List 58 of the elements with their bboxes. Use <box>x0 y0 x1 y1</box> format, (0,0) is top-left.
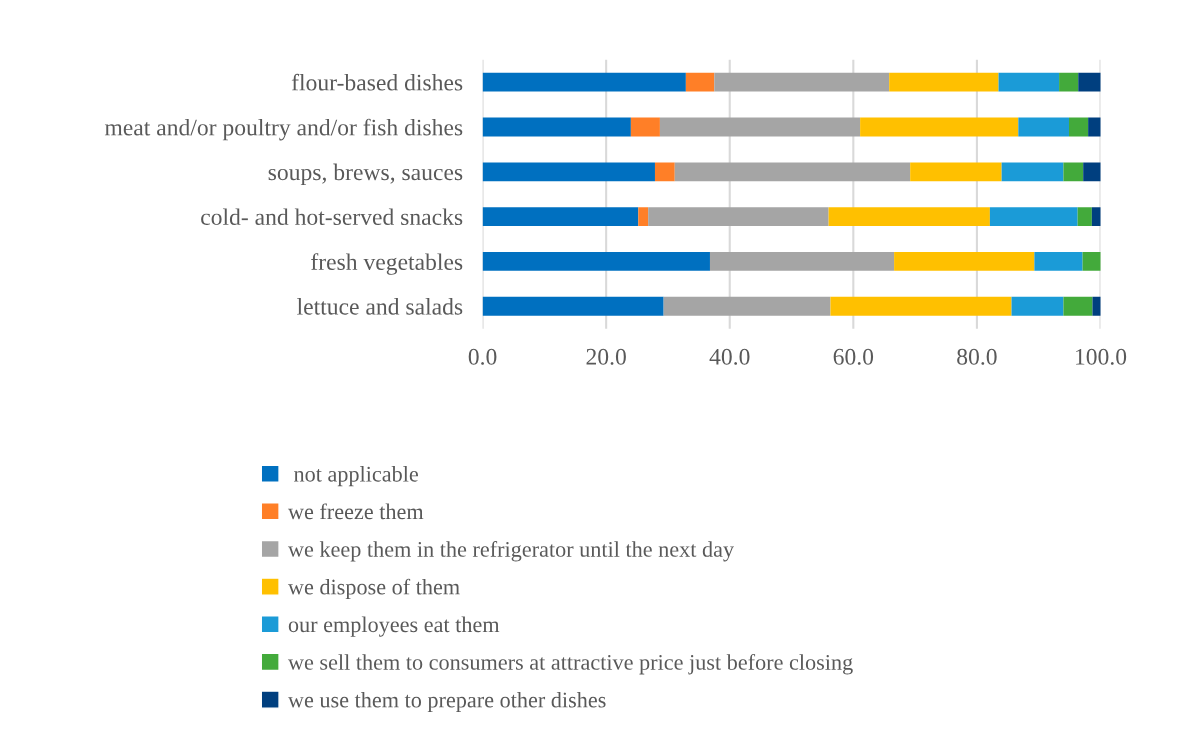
bar <box>828 207 990 227</box>
bar <box>638 207 649 227</box>
bar <box>1034 252 1083 271</box>
bar <box>894 252 1035 271</box>
bar <box>1091 207 1101 227</box>
bar <box>482 296 664 316</box>
bar <box>1063 296 1093 316</box>
x-tick-label: 0.0 <box>468 348 497 365</box>
bar <box>659 117 861 137</box>
bar <box>1059 72 1079 92</box>
y-tick-label: flour-based dishes <box>291 73 463 91</box>
bar <box>482 72 686 92</box>
x-tick-label: 20.0 <box>586 348 626 365</box>
bar <box>630 117 660 137</box>
bar <box>910 162 1002 182</box>
bar <box>1063 162 1084 182</box>
bar <box>1011 296 1064 316</box>
bar <box>889 72 999 92</box>
bar <box>860 117 1019 137</box>
legend-label: not applicable <box>294 465 418 487</box>
bar <box>654 162 675 182</box>
bar <box>482 207 639 227</box>
bar <box>482 252 710 271</box>
bar <box>482 162 655 182</box>
y-tick-label: lettuce and salads <box>297 298 463 315</box>
bar <box>714 72 890 92</box>
bar <box>1083 162 1101 182</box>
bar <box>1018 117 1069 137</box>
y-tick-label: cold- and hot-served snacks <box>201 208 463 226</box>
y-tick-label: meat and/or poultry and/or fish dishes <box>104 118 463 141</box>
bar <box>663 296 831 316</box>
legend-label: our employees eat them <box>288 616 500 637</box>
bar <box>1077 207 1092 227</box>
bar <box>1068 117 1089 137</box>
y-tick-label: soups, brews, sauces <box>268 163 463 186</box>
bar <box>830 296 1012 316</box>
legend-label: we use them to prepare other dishes <box>287 691 606 713</box>
legend-label: we dispose of them <box>287 578 460 600</box>
bar <box>648 207 829 227</box>
x-tick-label: 60.0 <box>833 348 874 365</box>
legend-label: we keep them in the refrigerator until the next day <box>287 541 734 562</box>
legend-label: we sell them to consumers at attractive price just before closing <box>287 654 853 675</box>
bar <box>685 72 715 92</box>
x-tick-label: 100.0 <box>1076 348 1127 365</box>
bar <box>989 207 1078 227</box>
bar <box>1092 296 1101 316</box>
x-tick-label: 40.0 <box>709 348 750 365</box>
y-tick-label: fresh vegetables <box>311 253 463 275</box>
x-tick-label: 80.0 <box>957 348 997 365</box>
bar <box>674 162 911 182</box>
legend-label: we freeze them <box>287 503 424 520</box>
bar <box>1082 252 1101 271</box>
bar <box>1001 162 1064 182</box>
bar <box>1088 117 1101 137</box>
bar <box>998 72 1060 92</box>
bar <box>482 117 631 137</box>
bar <box>709 252 895 271</box>
bar <box>1078 72 1101 92</box>
